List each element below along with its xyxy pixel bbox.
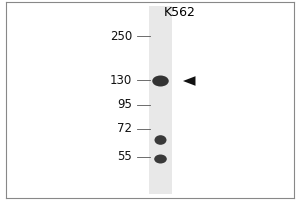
Text: 130: 130: [110, 73, 132, 86]
Text: 250: 250: [110, 29, 132, 43]
Ellipse shape: [154, 135, 166, 145]
Ellipse shape: [154, 154, 167, 164]
Text: K562: K562: [164, 6, 196, 19]
Text: 55: 55: [117, 150, 132, 164]
Text: 95: 95: [117, 98, 132, 112]
Bar: [149, 6, 172, 194]
Text: 72: 72: [117, 122, 132, 136]
Polygon shape: [183, 76, 196, 86]
Ellipse shape: [152, 75, 169, 86]
